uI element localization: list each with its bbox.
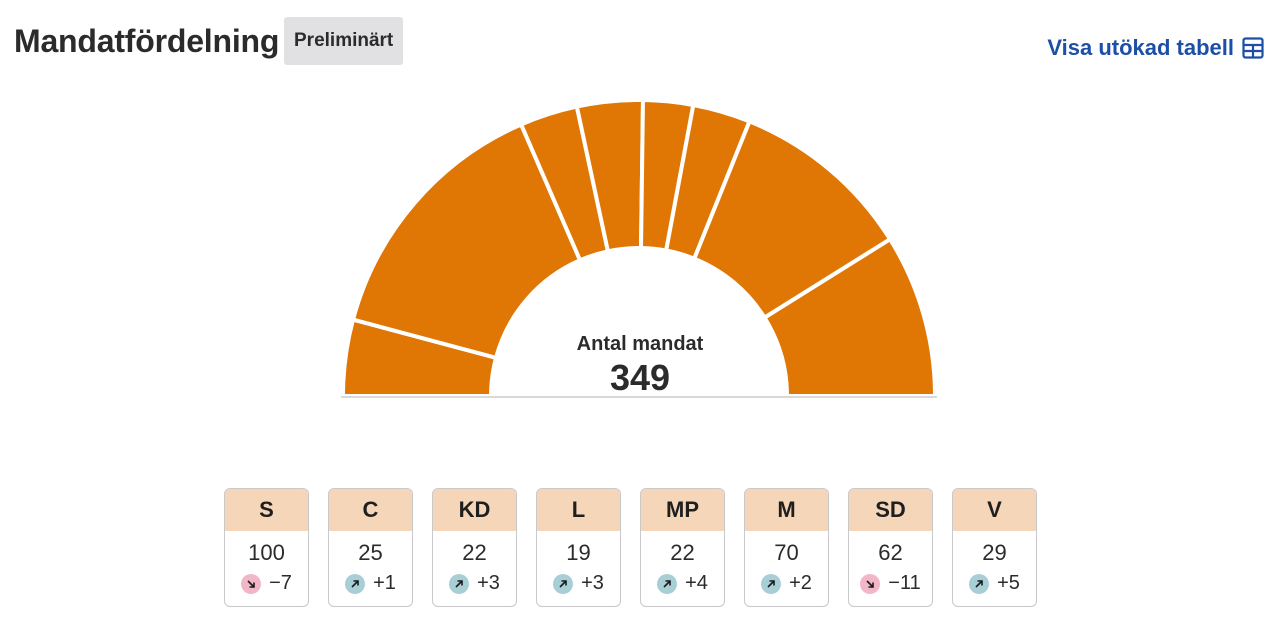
trend-up-icon [345,573,366,594]
trend-down-icon [241,573,262,594]
party-seats: 19 [566,540,591,565]
party-name: L [537,489,620,531]
party-change: +4 [641,572,724,595]
party-name: S [225,489,308,531]
party-name: SD [849,489,932,531]
party-change-value: −11 [888,572,921,594]
party-card-s[interactable]: S 100 −7 [224,488,309,607]
party-change-value: +1 [373,572,396,594]
party-change-value: +5 [997,572,1020,594]
party-card-v[interactable]: V 29 +5 [952,488,1037,607]
total-seats-value: 349 [609,357,671,398]
trend-up-icon [553,573,574,594]
party-change-value: +2 [789,572,812,594]
party-change-value: +3 [581,572,604,594]
party-change: −11 [849,572,932,595]
party-card-c[interactable]: C 25 +1 [328,488,413,607]
trend-up-icon [657,573,678,594]
total-seats-caption: Antal mandat [576,333,704,355]
party-seats: 100 [248,540,285,565]
party-change: +5 [953,572,1036,595]
party-card-l[interactable]: L 19 +3 [536,488,621,607]
party-change: +2 [745,572,828,595]
trend-up-icon [449,573,470,594]
trend-up-icon [761,573,782,594]
preliminary-badge: Preliminärt [284,17,404,65]
party-card-m[interactable]: M 70 +2 [744,488,829,607]
seat-segment-sd[interactable] [761,236,938,398]
seat-segment-s[interactable] [350,121,583,361]
page-title: Mandatfördelning [14,23,280,59]
party-name: MP [641,489,724,531]
table-icon [1242,37,1264,59]
party-seats: 70 [774,540,799,565]
party-change-value: +3 [477,572,500,594]
party-card-kd[interactable]: KD 22 +3 [432,488,517,607]
party-card-mp[interactable]: MP 22 +4 [640,488,725,607]
party-seats: 25 [358,540,383,565]
trend-up-icon [969,573,990,594]
party-change: −7 [225,572,308,595]
party-name: KD [433,489,516,531]
trend-down-icon [860,573,881,594]
party-cards: S 100 −7 C 25 +1 KD 22 +3 L 19 +3 MP 22 +4 M 70 +2 SD 62 −11… [224,488,1037,607]
party-change-value: −7 [269,572,292,594]
show-extended-table-label: Visa utökad tabell [1047,35,1234,60]
party-change: +1 [329,572,412,595]
header: Mandatfördelning Preliminärt Visa utökad… [14,17,1264,67]
show-extended-table-link[interactable]: Visa utökad tabell [1047,35,1264,61]
party-change: +3 [537,572,620,595]
party-seats: 29 [982,540,1007,565]
party-name: M [745,489,828,531]
party-name: C [329,489,412,531]
party-change-value: +4 [685,572,708,594]
party-seats: 22 [462,540,487,565]
party-seats: 22 [670,540,695,565]
party-card-sd[interactable]: SD 62 −11 [848,488,933,607]
party-seats: 62 [878,540,903,565]
party-name: V [953,489,1036,531]
party-change: +3 [433,572,516,595]
